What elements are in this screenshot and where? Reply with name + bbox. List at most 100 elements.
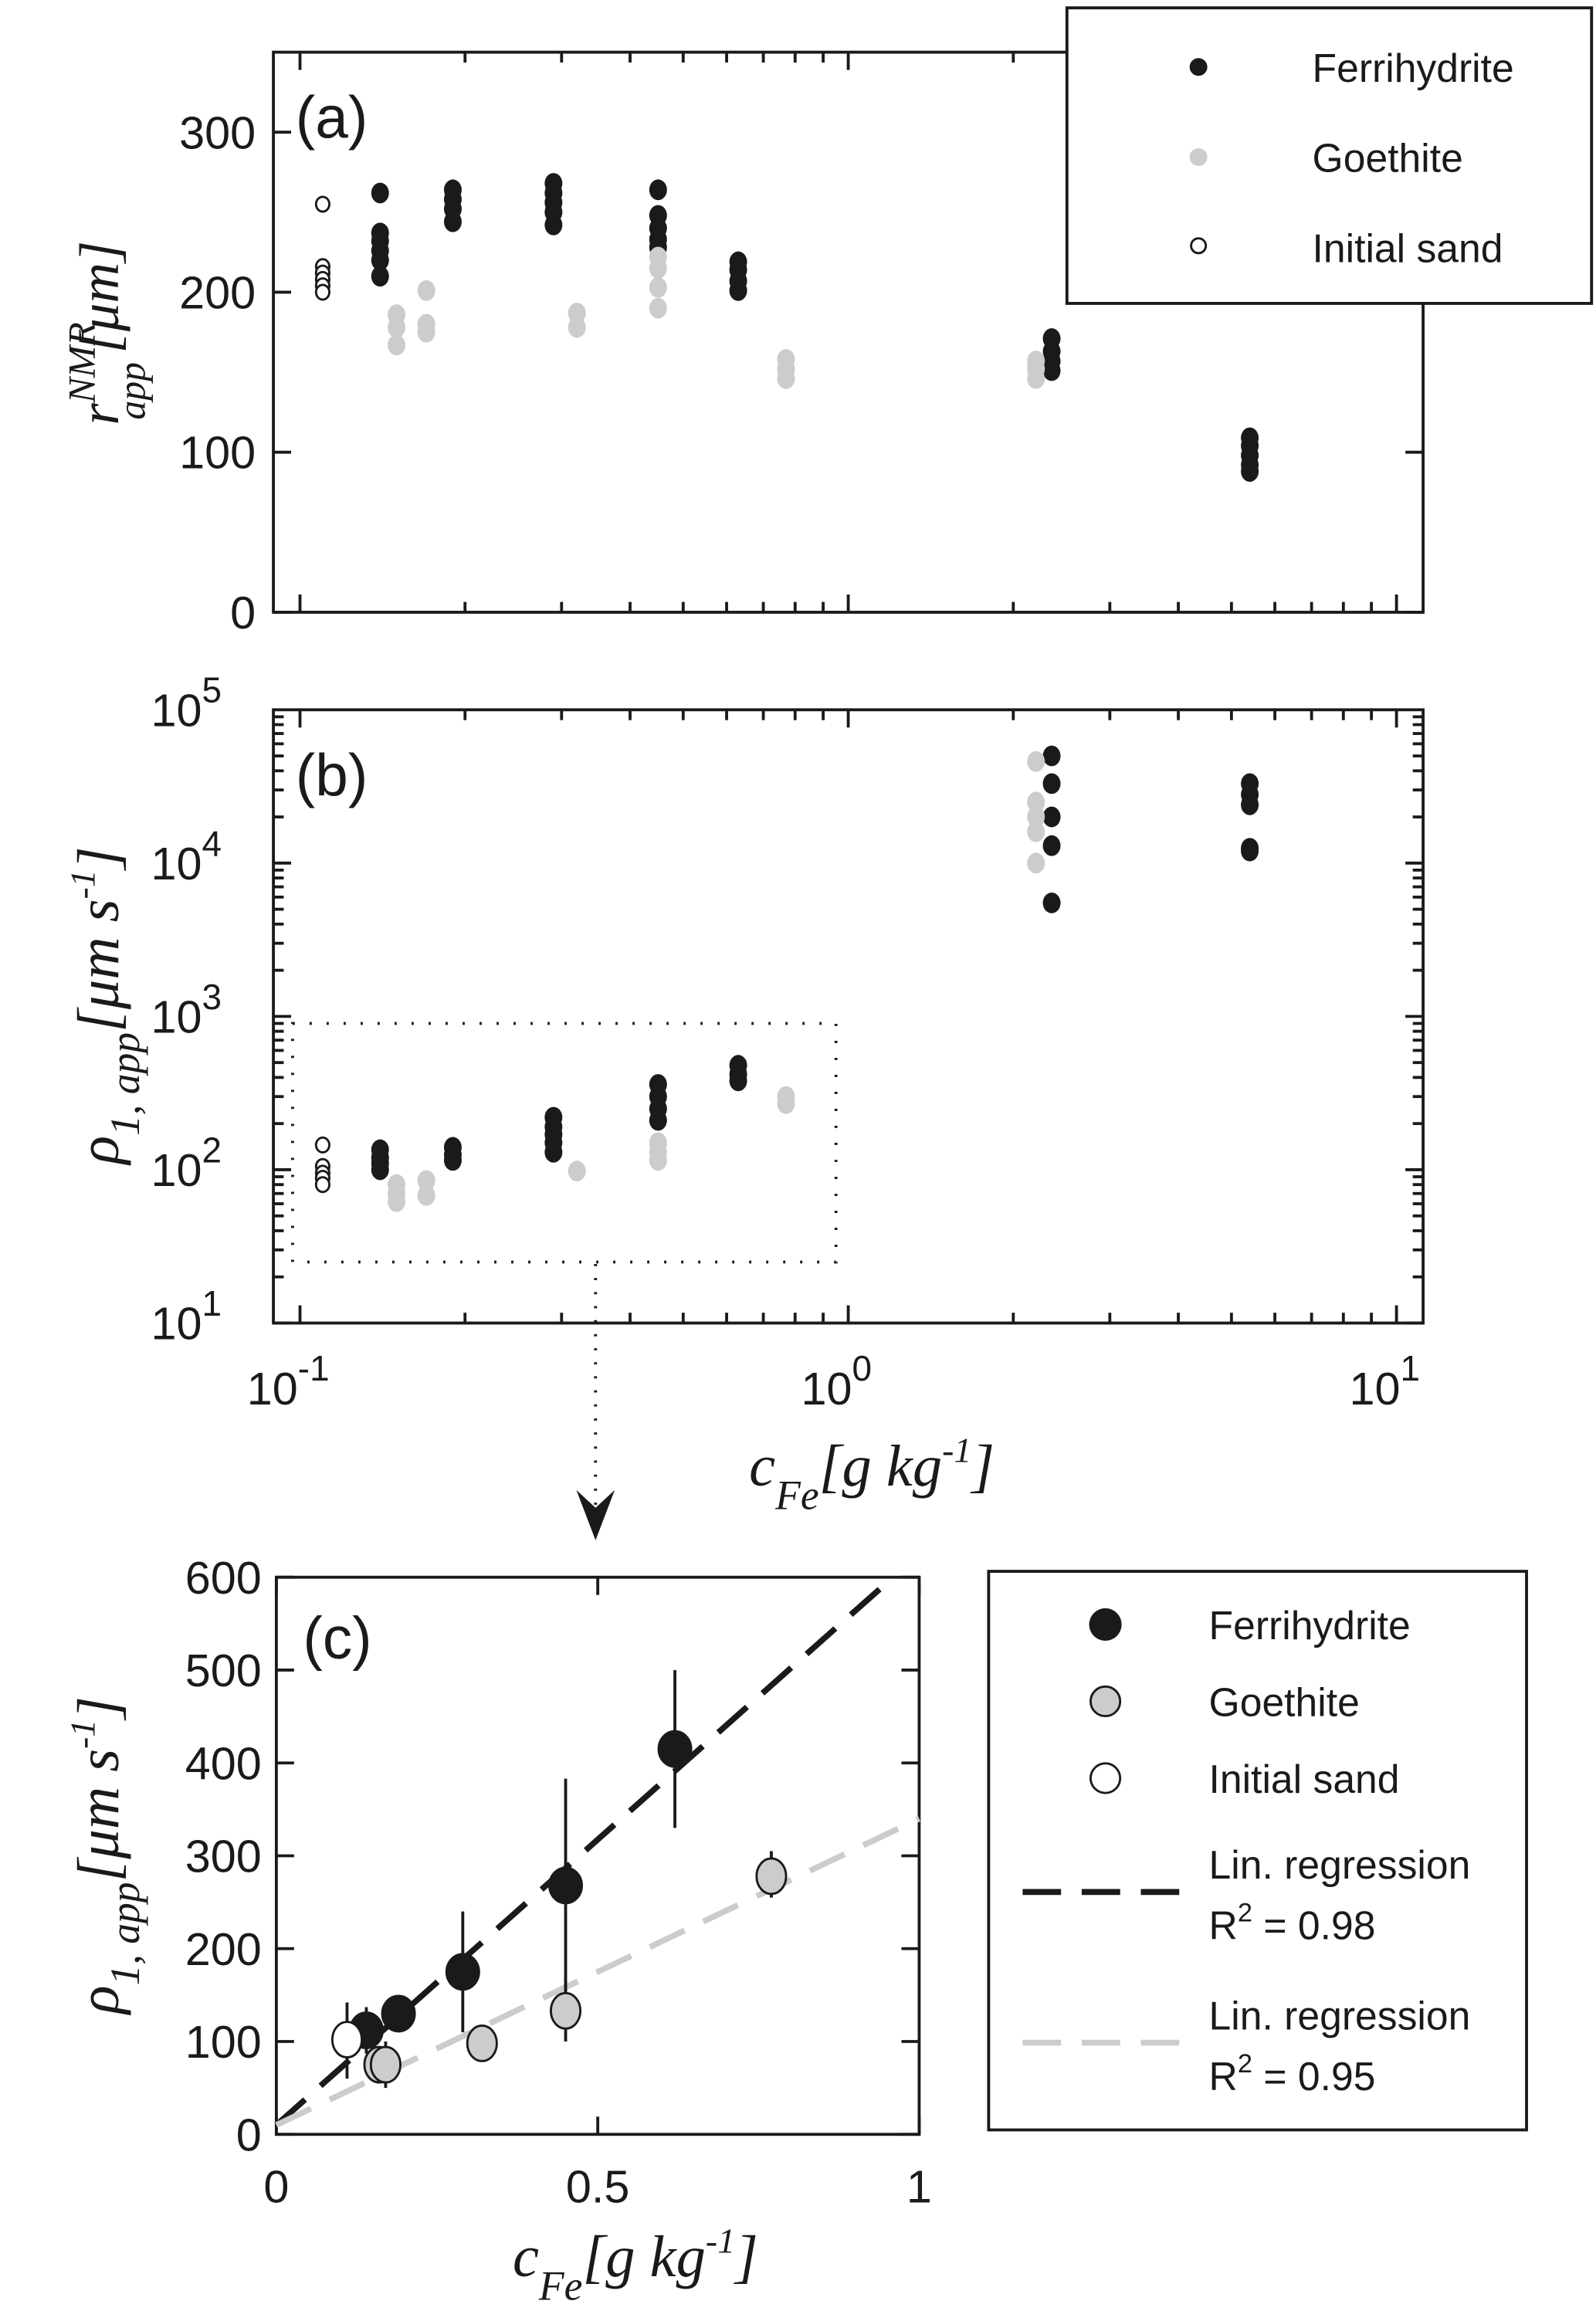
panel-c-xlabel: cFe[g kg-1] — [513, 2221, 758, 2309]
data-point-initial-sand — [314, 195, 330, 213]
data-point-initial-sand — [314, 1176, 330, 1194]
legend-reg-ferri: Lin. regression — [1209, 1842, 1471, 1887]
data-point-ferrihydrite — [443, 211, 462, 232]
data-point-goethite — [568, 317, 586, 338]
x-tick-label: 0.5 — [566, 2160, 629, 2212]
y-tick-label: 102 — [151, 1130, 222, 1196]
data-point-ferrihydrite — [1042, 806, 1061, 828]
panel-b-xlabel: cFe[g kg-1] — [749, 1430, 995, 1518]
x-tick-label: 100 — [801, 1348, 872, 1415]
panel-b: (b) 10-1 100 101 101 102 103 104 105 ρ1, app[μm… — [63, 670, 1425, 1540]
legend-ferrihydrite: Ferrihydrite — [1209, 1603, 1411, 1648]
data-point-goethite — [466, 2024, 498, 2062]
data-point-ferrihydrite — [371, 182, 389, 204]
y-tick-label: 105 — [151, 670, 222, 737]
panel-c: (c) 0 0.5 1 0 100 200 300 400 500 600 ρ1, app[μm … — [63, 1552, 1528, 2309]
y-tick-label: 104 — [151, 823, 222, 889]
y-tick-label: 400 — [185, 1737, 262, 1789]
data-point-goethite — [568, 1160, 586, 1182]
legend-initial-sand-marker — [1089, 1762, 1122, 1794]
legend-initial-sand-marker — [1190, 237, 1208, 255]
data-point-goethite — [1027, 821, 1045, 842]
y-tick-label: 103 — [151, 977, 222, 1043]
data-point-goethite — [649, 276, 667, 298]
data-point-goethite — [1027, 791, 1045, 813]
data-point-ferrihydrite — [657, 1730, 693, 1768]
data-point-initial-sand — [314, 283, 330, 301]
y-tick-label: 200 — [179, 267, 256, 319]
y-tick-label: 0 — [230, 587, 256, 639]
data-point-goethite — [388, 334, 406, 356]
data-point-goethite — [417, 321, 435, 343]
data-point-ferrihydrite — [1241, 840, 1259, 862]
legend-reg-ferri-r2: R2 = 0.98 — [1209, 1899, 1376, 1948]
y-tick-label: 100 — [185, 2016, 262, 2068]
zoom-box — [291, 1022, 838, 1264]
y-tick-label: 600 — [185, 1552, 262, 1604]
data-point-ferrihydrite — [371, 249, 389, 271]
data-point-ferrihydrite — [1042, 892, 1061, 913]
data-point-goethite — [549, 1991, 582, 2030]
data-point-ferrihydrite — [548, 1866, 584, 1905]
legend-reg-goethite-r2: R2 = 0.95 — [1209, 2049, 1376, 2099]
panel-a: (a) 0 100 200 300 rNMR app[μm] Ferrihydrite … — [60, 6, 1594, 639]
data-point-goethite — [417, 1184, 435, 1206]
legend-goethite: Goethite — [1313, 136, 1463, 181]
data-point-initial-sand — [330, 2021, 364, 2058]
data-point-goethite — [388, 317, 406, 338]
data-point-ferrihydrite — [1042, 773, 1061, 795]
data-point-ferrihydrite — [1241, 461, 1259, 482]
y-tick-label: 300 — [185, 1831, 262, 1882]
data-point-ferrihydrite — [1042, 745, 1061, 767]
data-point-ferrihydrite — [649, 179, 667, 201]
panel-b-ylabel: ρ1, app[μm s-1] — [63, 846, 147, 1165]
data-point-goethite — [417, 280, 435, 301]
data-point-goethite — [649, 1150, 667, 1171]
data-point-ferrihydrite — [381, 1994, 416, 2033]
x-tick-label: 10-1 — [247, 1348, 330, 1415]
legend-goethite: Goethite — [1209, 1680, 1360, 1725]
data-point-ferrihydrite — [1042, 360, 1061, 381]
y-tick-label: 100 — [179, 427, 256, 479]
legend-ferrihydrite: Ferrihydrite — [1313, 46, 1514, 90]
y-tick-label: 200 — [185, 1923, 262, 1975]
panel-a-ylabel: rNMR app[μm] — [60, 241, 153, 425]
y-tick-label: 0 — [236, 2109, 262, 2160]
data-point-goethite — [1027, 852, 1045, 874]
data-point-goethite — [369, 2045, 402, 2084]
y-tick-label: 500 — [185, 1645, 262, 1696]
data-point-ferrihydrite — [649, 1110, 667, 1131]
data-point-ferrihydrite — [729, 1070, 747, 1092]
y-tick-label: 101 — [151, 1283, 222, 1350]
x-tick-label: 0 — [263, 2160, 289, 2212]
x-tick-label: 101 — [1350, 1348, 1421, 1415]
legend-goethite-marker — [1089, 1685, 1122, 1718]
zoom-arrow-icon — [576, 1489, 615, 1540]
panel-c-legend: Ferrihydrite Goethite Initial sand Lin. … — [987, 1570, 1528, 2132]
panel-a-label: (a) — [296, 86, 368, 151]
data-point-ferrihydrite — [544, 215, 563, 235]
data-point-goethite — [649, 297, 667, 319]
data-point-ferrihydrite — [445, 1953, 480, 1991]
data-point-ferrihydrite — [371, 266, 389, 287]
panel-a-legend: Ferrihydrite Goethite Initial sand — [1065, 6, 1594, 305]
data-point-goethite — [1027, 368, 1045, 389]
data-point-goethite — [417, 1170, 435, 1191]
data-point-ferrihydrite — [371, 1159, 389, 1181]
data-point-goethite — [649, 257, 667, 279]
x-tick-label: 1 — [906, 2160, 932, 2212]
data-point-ferrihydrite — [1241, 794, 1259, 815]
data-point-ferrihydrite — [443, 1150, 462, 1171]
data-point-goethite — [777, 1093, 795, 1114]
data-point-ferrihydrite — [544, 1141, 563, 1163]
legend-initial-sand: Initial sand — [1313, 225, 1503, 270]
panel-c-ylabel: ρ1, app[μm s-1] — [63, 1696, 147, 2015]
panel-b-label: (b) — [296, 743, 368, 808]
data-point-goethite — [388, 1191, 406, 1212]
panel-c-label: (c) — [303, 1606, 371, 1672]
legend-goethite-marker — [1189, 147, 1208, 166]
data-point-ferrihydrite — [729, 280, 747, 301]
data-point-goethite — [755, 1857, 788, 1896]
legend-ferrihydrite-marker — [1189, 58, 1208, 76]
legend-ferrihydrite-marker — [1089, 1608, 1122, 1642]
